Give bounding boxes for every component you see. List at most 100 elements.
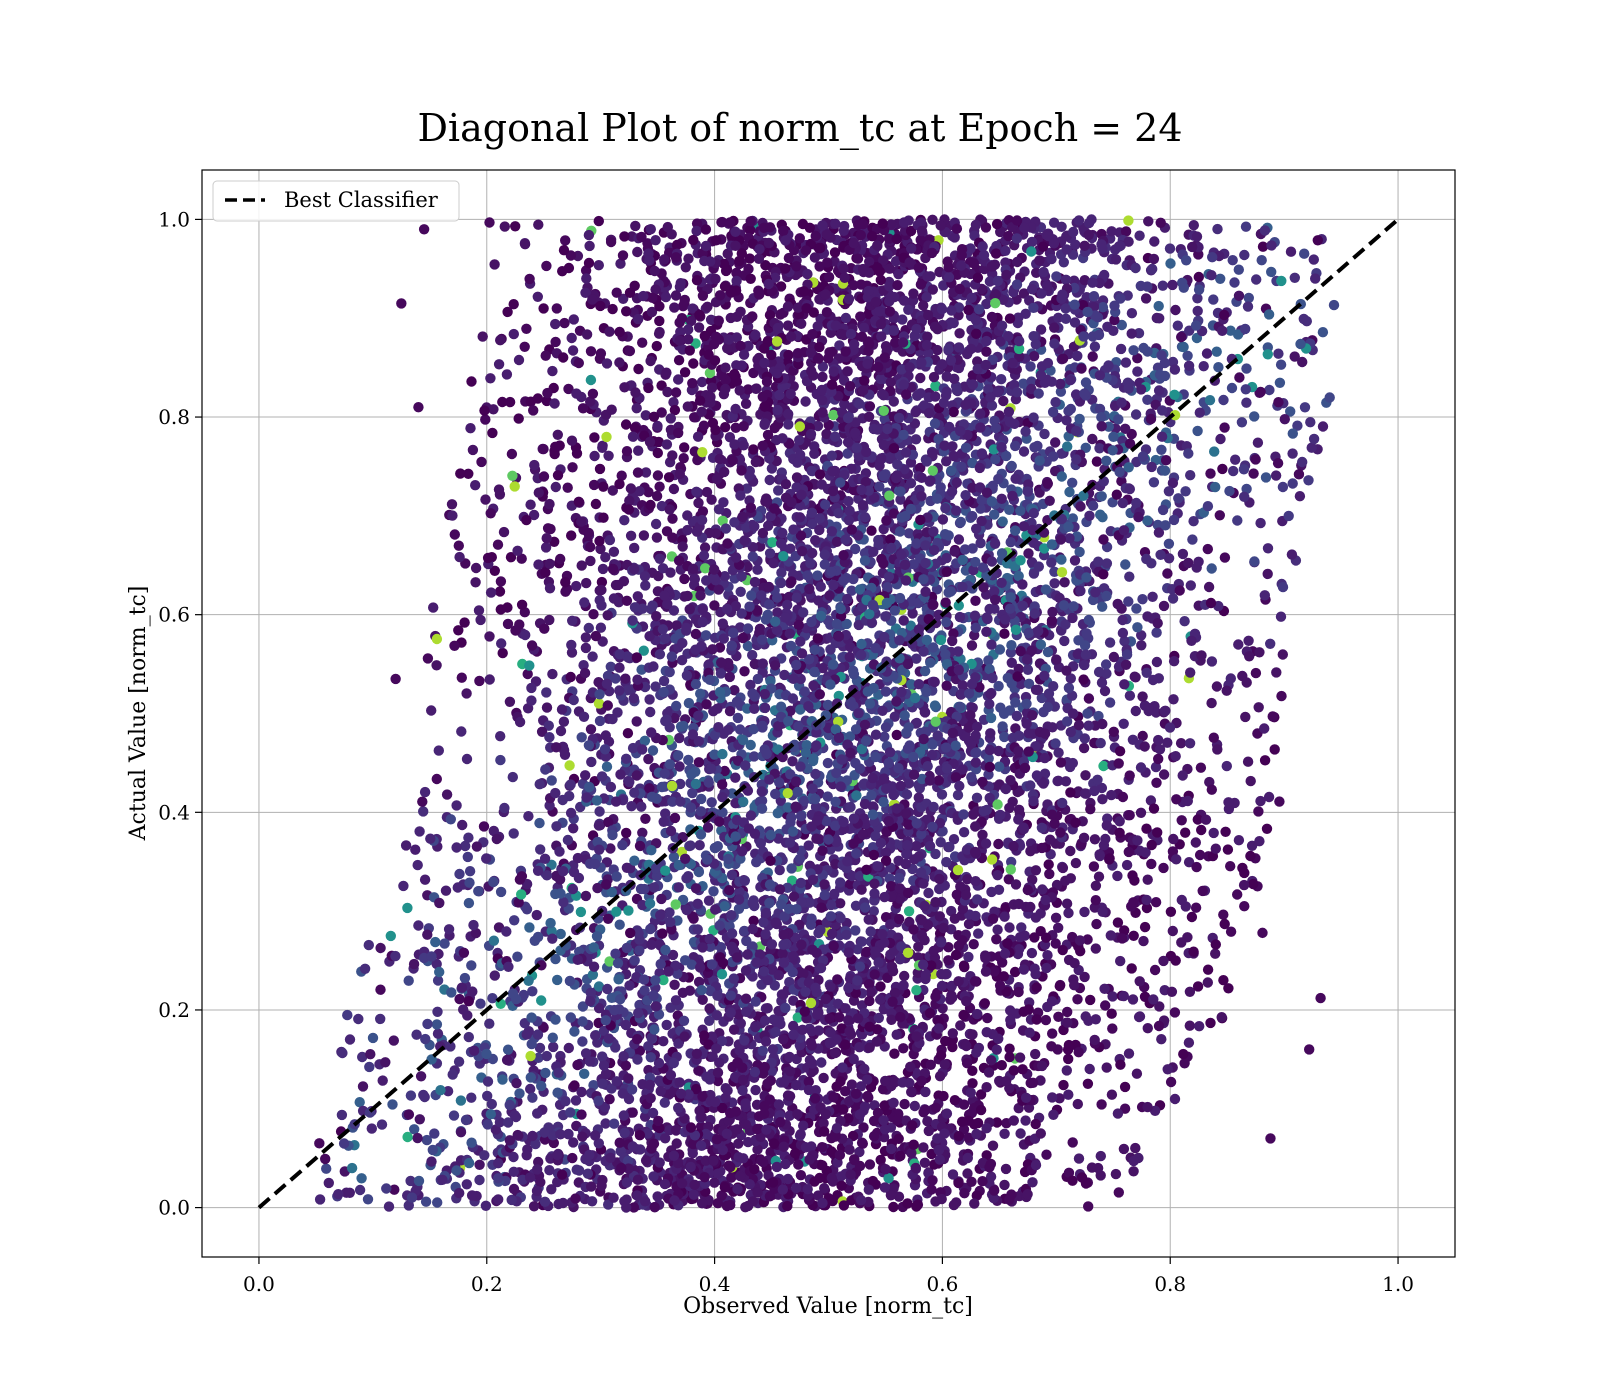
scatter-point: [1004, 1051, 1015, 1063]
scatter-point: [1099, 685, 1111, 697]
scatter-point: [1229, 277, 1240, 288]
scatter-point: [1170, 304, 1181, 316]
scatter-point: [431, 660, 442, 671]
scatter-point: [532, 1108, 543, 1119]
scatter-point: [598, 481, 609, 492]
scatter-point: [767, 537, 778, 548]
scatter-point: [893, 1191, 905, 1202]
scatter-point: [638, 530, 650, 541]
scatter-point: [617, 839, 628, 851]
scatter-point: [1131, 1068, 1143, 1079]
scatter-point: [803, 840, 814, 851]
scatter-point: [463, 832, 474, 843]
scatter-point: [1132, 366, 1143, 377]
scatter-point: [453, 625, 464, 636]
scatter-point: [665, 567, 676, 578]
scatter-point: [560, 1096, 571, 1107]
scatter-point: [1112, 1108, 1124, 1119]
scatter-point: [817, 845, 828, 856]
scatter-point: [1095, 1150, 1107, 1162]
scatter-point: [365, 1049, 376, 1060]
scatter-point: [612, 958, 624, 969]
scatter-point: [594, 715, 606, 727]
scatter-point: [910, 406, 921, 418]
scatter-point: [948, 834, 960, 845]
scatter-point: [812, 1009, 823, 1020]
scatter-point: [555, 928, 566, 940]
scatter-point: [948, 406, 959, 418]
scatter-point: [993, 884, 1005, 895]
scatter-point: [632, 467, 644, 478]
scatter-point: [601, 358, 613, 369]
scatter-point: [880, 686, 892, 697]
scatter-point: [949, 1095, 961, 1106]
scatter-point: [1040, 1014, 1052, 1026]
scatter-point: [464, 866, 476, 877]
scatter-point: [1254, 836, 1265, 847]
scatter-point: [1211, 346, 1222, 357]
scatter-point: [1294, 491, 1306, 502]
scatter-point: [1172, 320, 1184, 331]
scatter-point: [858, 1122, 869, 1133]
scatter-point: [1146, 858, 1157, 870]
scatter-point: [1050, 912, 1062, 923]
scatter-point: [785, 705, 796, 716]
scatter-point: [952, 789, 964, 801]
scatter-point: [1289, 272, 1301, 283]
scatter-point: [723, 334, 735, 345]
scatter-point: [559, 317, 570, 329]
scatter-point: [1136, 630, 1147, 641]
scatter-point: [1312, 235, 1324, 246]
scatter-point: [972, 894, 983, 905]
scatter-point: [414, 1114, 425, 1125]
scatter-point: [1083, 693, 1095, 704]
scatter-point: [840, 312, 852, 324]
scatter-point: [1201, 348, 1213, 359]
scatter-point: [1137, 691, 1148, 702]
scatter-point: [456, 726, 467, 737]
scatter-point: [1046, 253, 1057, 265]
scatter-point: [545, 523, 556, 535]
scatter-point: [1069, 555, 1081, 566]
scatter-point: [461, 688, 472, 699]
scatter-point: [663, 472, 675, 483]
scatter-point: [864, 401, 876, 412]
scatter-point: [888, 1201, 899, 1213]
scatter-point: [1299, 248, 1310, 259]
scatter-point: [594, 463, 606, 475]
scatter-point: [470, 577, 481, 588]
scatter-point: [628, 693, 639, 704]
scatter-point: [809, 448, 820, 459]
scatter-point: [731, 275, 742, 287]
scatter-point: [1087, 351, 1098, 362]
scatter-point: [1128, 1166, 1139, 1177]
scatter-point: [1204, 395, 1216, 406]
scatter-point: [1150, 897, 1162, 908]
scatter-point: [795, 636, 806, 647]
scatter-point: [854, 1042, 865, 1053]
scatter-point: [643, 382, 654, 394]
scatter-point: [750, 996, 761, 1007]
scatter-point: [983, 655, 994, 666]
scatter-point: [563, 383, 574, 395]
scatter-point: [696, 376, 708, 388]
scatter-point: [822, 257, 833, 268]
scatter-point: [1196, 824, 1207, 836]
scatter-point: [981, 1123, 992, 1134]
scatter-point: [1063, 405, 1074, 417]
scatter-point: [1156, 444, 1167, 455]
scatter-point: [552, 974, 563, 986]
scatter-point: [1042, 950, 1053, 961]
scatter-point: [643, 753, 654, 765]
scatter-point: [540, 1067, 551, 1079]
scatter-point: [1153, 734, 1164, 746]
scatter-point: [943, 942, 954, 953]
scatter-point: [958, 1009, 969, 1021]
scatter-point: [735, 586, 746, 597]
scatter-point: [573, 357, 584, 369]
scatter-point: [1101, 1062, 1112, 1073]
scatter-point: [955, 516, 966, 528]
scatter-point: [1149, 236, 1160, 247]
scatter-point: [512, 951, 523, 962]
scatter-point: [1183, 557, 1194, 569]
